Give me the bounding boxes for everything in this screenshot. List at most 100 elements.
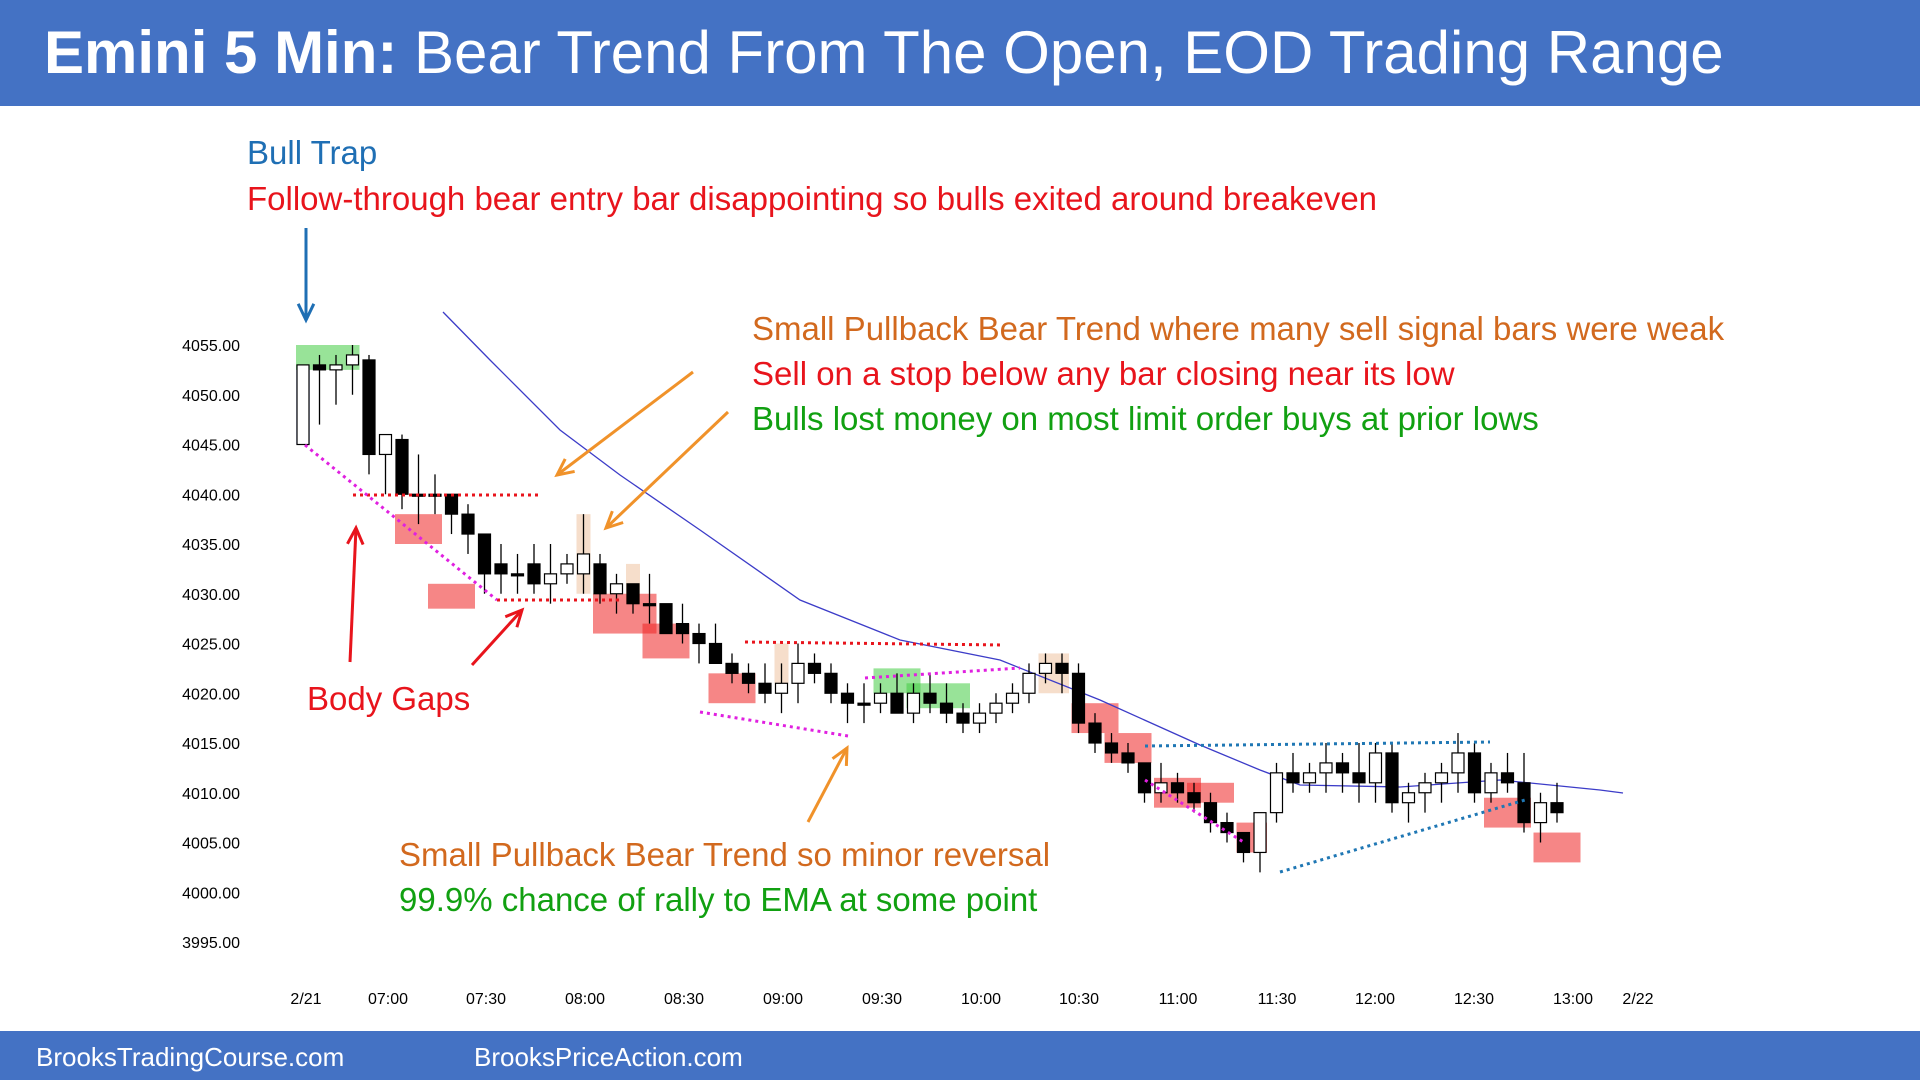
- y-tick-label: 4010.00: [182, 786, 240, 803]
- bear-candle: [1121, 752, 1135, 764]
- footer-right-link[interactable]: BrooksPriceAction.com: [474, 1042, 743, 1072]
- y-tick-label: 4040.00: [182, 487, 240, 504]
- bear-candle: [477, 533, 492, 575]
- body-gap-arrow-head: [504, 607, 525, 628]
- bear-candle: [593, 563, 607, 595]
- y-tick-label: 4025.00: [182, 637, 240, 654]
- bear-candle: [1467, 752, 1482, 794]
- bull-candle: [791, 662, 805, 684]
- body-gap-arrow: [348, 527, 358, 663]
- y-tick-label: 4005.00: [182, 836, 240, 853]
- bear-candle: [1187, 792, 1201, 804]
- bear-candle: [840, 692, 855, 704]
- title-rest: Bear Trend From The Open, EOD Trading Ra…: [414, 19, 1724, 86]
- page-title: Emini 5 Min: Bear Trend From The Open, E…: [44, 23, 1724, 83]
- annotation-minor-reversal: Small Pullback Bear Trend so minor rever…: [399, 836, 1051, 873]
- bull-candle: [1022, 672, 1036, 694]
- weak-signal-arrow: [556, 370, 694, 477]
- bull-candle: [560, 563, 574, 575]
- bear-candle: [1088, 722, 1102, 744]
- bear-candle: [510, 573, 525, 577]
- bull-candle: [543, 573, 558, 585]
- bear-candle: [626, 583, 640, 605]
- bear-candle: [642, 603, 657, 607]
- y-tick-label: 4035.00: [182, 537, 240, 554]
- bull-candle: [345, 354, 360, 366]
- annotation-body-gaps: Body Gaps: [307, 680, 471, 717]
- bull-candle: [1401, 792, 1416, 804]
- bear-channel-line: [1144, 778, 1246, 845]
- bull-candle: [1269, 772, 1284, 814]
- bear-candle: [1236, 831, 1251, 854]
- bear-candle: [312, 364, 327, 371]
- bull-candle: [378, 433, 393, 456]
- bull-candle: [1005, 692, 1020, 704]
- bull-candle: [609, 583, 624, 595]
- bear-candle: [1104, 742, 1119, 754]
- bear-candle: [923, 692, 937, 704]
- weak-signal-arrow-head: [554, 458, 575, 478]
- bull-candle: [1451, 752, 1465, 774]
- bear-candle: [890, 692, 904, 714]
- bull-candle: [906, 692, 921, 714]
- sell-signal-box: [428, 583, 475, 609]
- minor-reversal-arrow: [806, 747, 849, 823]
- x-tick-label: 2/21: [290, 991, 321, 1008]
- bear-candle: [1550, 802, 1564, 814]
- bear-candle: [428, 493, 442, 497]
- bull-candle: [1484, 772, 1498, 794]
- bull-candle: [1368, 752, 1383, 784]
- bear-channel-line: [304, 443, 498, 602]
- x-tick-label: 12:00: [1355, 991, 1395, 1008]
- x-tick-label: 13:00: [1553, 991, 1593, 1008]
- minor-reversal-arrow-head: [831, 744, 849, 767]
- y-tick-label: 4020.00: [182, 686, 240, 703]
- x-tick-label: 10:00: [961, 991, 1001, 1008]
- bear-candle: [708, 642, 723, 664]
- bear-candle: [494, 563, 508, 575]
- annotation-sell-stop: Sell on a stop below any bar closing nea…: [752, 355, 1455, 392]
- y-tick-label: 4045.00: [182, 438, 240, 455]
- y-tick-label: 4030.00: [182, 587, 240, 604]
- annotation-bulls-lost: Bulls lost money on most limit order buy…: [752, 400, 1539, 437]
- bull-candle: [972, 712, 987, 724]
- bear-candle: [675, 622, 690, 635]
- ema-line: [442, 311, 1624, 794]
- bear-candle: [461, 513, 475, 535]
- x-tick-label: 2/22: [1622, 991, 1653, 1008]
- bear-candle: [1500, 772, 1515, 784]
- bull-candle: [1319, 762, 1333, 774]
- x-tick-label: 10:30: [1059, 991, 1099, 1008]
- bear-candle: [1220, 821, 1234, 834]
- y-tick-label: 4015.00: [182, 736, 240, 753]
- bear-candle: [527, 563, 541, 585]
- bear-candle: [939, 702, 954, 714]
- bear-candle: [444, 493, 459, 515]
- footer-left-link[interactable]: BrooksTradingCourse.com: [36, 1042, 345, 1072]
- body-gap-arrow: [470, 608, 524, 667]
- bear-candle: [1055, 662, 1069, 674]
- bear-candle: [395, 438, 409, 495]
- x-tick-label: 09:30: [862, 991, 902, 1008]
- bear-candle: [807, 662, 822, 674]
- y-tick-label: 3995.00: [182, 935, 240, 952]
- trading-range-bottom-line: [1279, 798, 1526, 874]
- bear-candle: [725, 662, 739, 674]
- bull-candle: [1418, 782, 1432, 794]
- y-tick-label: 4000.00: [182, 885, 240, 902]
- weak-signal-arrow-head: [603, 510, 624, 531]
- bull-trap-arrow-head: [296, 303, 316, 324]
- bear-candle: [692, 632, 706, 645]
- title-bold: Emini 5 Min:: [44, 19, 398, 86]
- x-tick-label: 07:30: [466, 991, 506, 1008]
- bear-candle: [956, 712, 970, 724]
- bull-candle: [329, 364, 343, 371]
- bull-candle: [1038, 662, 1053, 674]
- weak-signal-arrow: [604, 410, 730, 530]
- pullback-high-line: [744, 640, 1004, 647]
- bull-candle: [989, 702, 1003, 714]
- y-tick-label: 4055.00: [182, 338, 240, 355]
- bear-candle: [758, 682, 772, 694]
- bull-candle: [1533, 802, 1548, 824]
